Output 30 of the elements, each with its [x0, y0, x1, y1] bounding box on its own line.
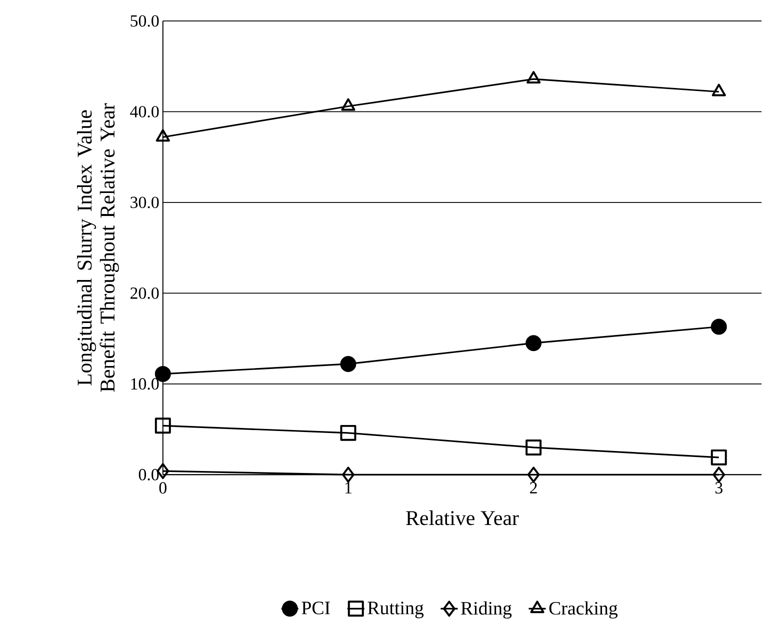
point [526, 335, 542, 352]
x-tick-label: 3 [715, 482, 722, 494]
point [526, 440, 542, 456]
x-tick-label: 1 [345, 482, 352, 494]
legend-label: Rutting [368, 602, 424, 618]
point [156, 129, 170, 142]
point [710, 450, 727, 466]
point [340, 356, 356, 372]
y-tick-label: 40.0 [130, 106, 159, 118]
point [154, 418, 171, 434]
y-tick-label: 30.0 [130, 196, 159, 208]
point [712, 84, 726, 96]
x-axis-title: Relative Year [406, 510, 519, 526]
point [710, 318, 727, 335]
x-tick-label: 0 [159, 482, 166, 494]
x-tick-label: 2 [530, 482, 537, 494]
point [342, 466, 354, 483]
point [341, 98, 356, 111]
y-tick-label: 50.0 [130, 15, 159, 27]
point [712, 466, 726, 483]
legend-label: Riding [461, 602, 512, 619]
point [526, 71, 541, 84]
point [527, 466, 540, 483]
y-axis-title: Longitudinal Slurry Index Value Benefit Throughout Relative Year [77, 104, 119, 392]
point [340, 425, 356, 442]
y-tick-label: 10.0 [131, 378, 159, 390]
legend-label: Cracking [549, 602, 618, 619]
y-tick-label: 0.0 [138, 469, 159, 481]
y-tick-label: 20.0 [130, 288, 159, 300]
legend-label: PCI [302, 602, 330, 615]
